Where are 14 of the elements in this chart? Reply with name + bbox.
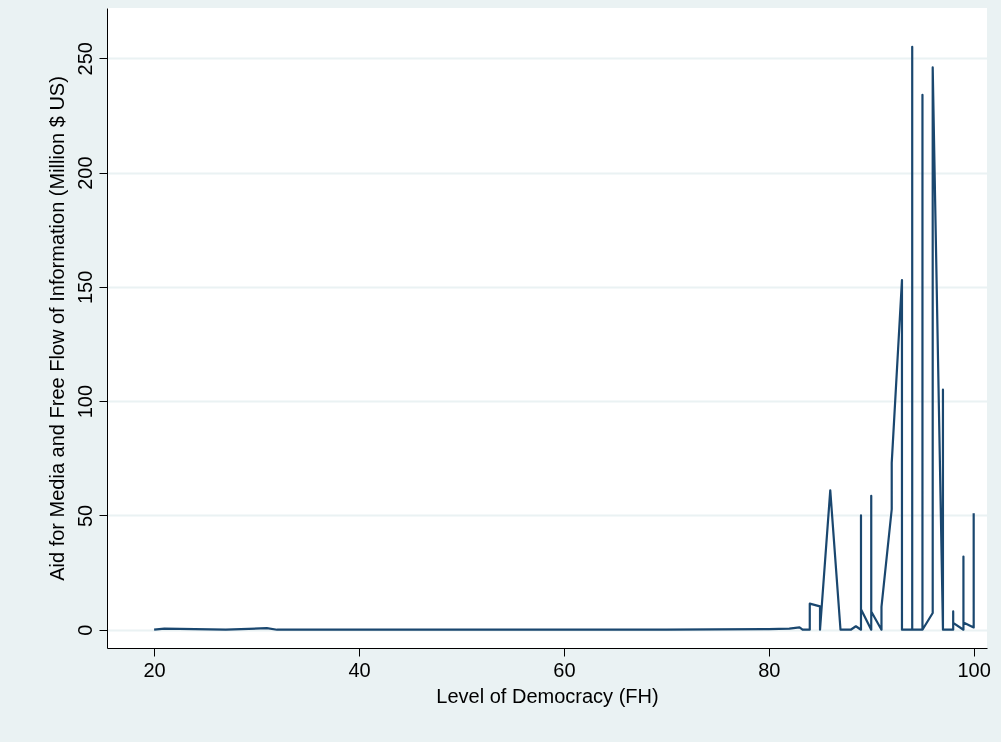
x-axis-title: Level of Democracy (FH) (436, 684, 659, 707)
y-tick-label: 0 (73, 624, 96, 636)
y-tick-label: 150 (73, 270, 96, 305)
x-tick-label: 40 (348, 658, 371, 681)
x-tick-label: 100 (957, 658, 991, 681)
y-tick-label: 250 (73, 42, 96, 76)
y-tick-label: 50 (73, 504, 96, 528)
line-series (153, 45, 975, 631)
y-tick-label: 100 (73, 384, 96, 419)
y-axis-title: Aid for Media and Free Flow of Information (Million $ US) (45, 76, 68, 581)
x-tick-label: 80 (758, 658, 781, 681)
y-tick-label: 200 (73, 156, 96, 190)
x-tick-label: 20 (143, 658, 166, 681)
x-tick-label: 60 (553, 658, 576, 681)
